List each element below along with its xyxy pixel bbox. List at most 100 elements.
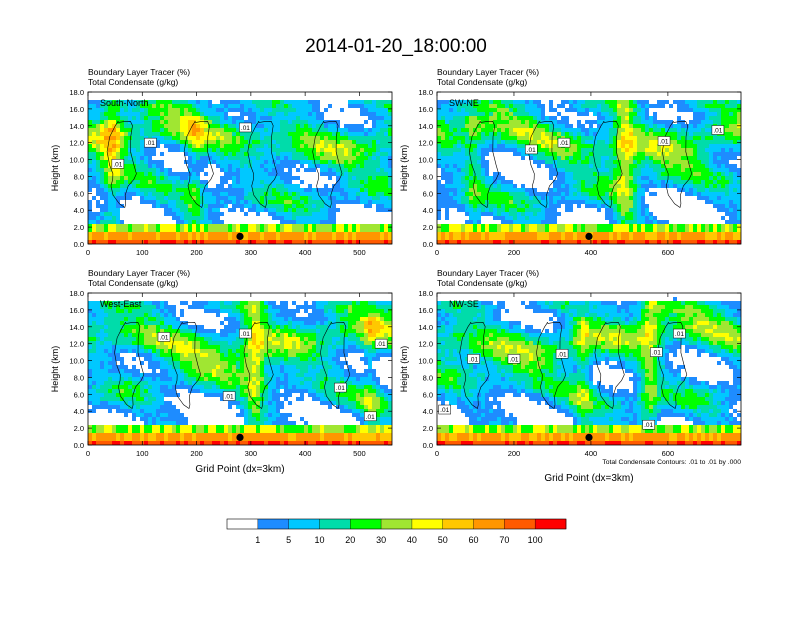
field-cell (260, 236, 264, 240)
field-cell (176, 176, 180, 180)
y-tick-label: 0.0 (74, 240, 84, 249)
field-cell (132, 200, 136, 204)
field-cell (669, 184, 673, 188)
field-cell (545, 120, 549, 124)
field-cell (605, 136, 609, 140)
field-cell (220, 108, 224, 112)
field-cell (124, 120, 128, 124)
field-cell (296, 232, 300, 236)
field-cell (156, 104, 160, 108)
field-cell (561, 180, 565, 184)
field-cell (621, 188, 625, 192)
field-cell (465, 184, 469, 188)
field-cell (296, 196, 300, 200)
field-cell (705, 172, 709, 176)
field-cell (264, 96, 268, 100)
field-cell (328, 140, 332, 144)
field-cell (264, 212, 268, 216)
field-cell (152, 204, 156, 208)
field-cell (276, 192, 280, 196)
field-cell (497, 160, 501, 164)
field-cell (513, 120, 517, 124)
field-cell (589, 140, 593, 144)
field-cell (356, 108, 360, 112)
field-cell (537, 176, 541, 180)
field-cell (717, 192, 721, 196)
field-cell (344, 236, 348, 240)
field-cell (200, 132, 204, 136)
field-cell (252, 204, 256, 208)
field-cell (497, 108, 501, 112)
field-cell (296, 152, 300, 156)
field-cell (216, 200, 220, 204)
field-cell (280, 212, 284, 216)
field-cell (689, 132, 693, 136)
field-cell (284, 148, 288, 152)
field-cell (296, 96, 300, 100)
field-cell (605, 104, 609, 108)
field-cell (717, 184, 721, 188)
field-cell (621, 140, 625, 144)
field-cell (228, 208, 232, 212)
field-cell (312, 116, 316, 120)
field-cell (641, 184, 645, 188)
field-cell (617, 192, 621, 196)
field-cell (489, 176, 493, 180)
field-cell (140, 140, 144, 144)
field-cell (533, 136, 537, 140)
field-cell (252, 120, 256, 124)
field-cell (132, 112, 136, 116)
field-cell (332, 152, 336, 156)
field-cell (272, 208, 276, 212)
field-cell (493, 144, 497, 148)
field-cell (332, 184, 336, 188)
field-cell (164, 184, 168, 188)
field-cell (240, 172, 244, 176)
field-cell (140, 192, 144, 196)
field-cell (673, 100, 677, 104)
field-cell (368, 232, 372, 236)
field-cell (673, 192, 677, 196)
field-cell (725, 124, 729, 128)
field-cell (641, 96, 645, 100)
field-cell (380, 160, 384, 164)
field-cell (513, 108, 517, 112)
field-cell (521, 140, 525, 144)
field-cell (617, 104, 621, 108)
field-cell (545, 124, 549, 128)
field-cell (461, 196, 465, 200)
field-cell (625, 100, 629, 104)
field-cell (461, 176, 465, 180)
field-cell (120, 116, 124, 120)
field-cell (92, 92, 96, 96)
field-cell (356, 132, 360, 136)
field-cell (661, 120, 665, 124)
field-cell (521, 152, 525, 156)
field-cell (140, 152, 144, 156)
field-cell (348, 92, 352, 96)
field-cell (669, 188, 673, 192)
field-cell (625, 132, 629, 136)
field-cell (725, 108, 729, 112)
field-cell (276, 160, 280, 164)
field-cell (100, 116, 104, 120)
field-cell (252, 160, 256, 164)
field-cell (633, 188, 637, 192)
field-cell (633, 92, 637, 96)
field-cell (501, 172, 505, 176)
field-cell (304, 100, 308, 104)
field-cell (160, 104, 164, 108)
field-cell (677, 132, 681, 136)
field-cell (148, 92, 152, 96)
field-cell (88, 148, 92, 152)
field-cell (453, 128, 457, 132)
field-cell (204, 236, 208, 240)
field-cell (172, 92, 176, 96)
field-cell (617, 100, 621, 104)
field-cell (356, 200, 360, 204)
field-cell (324, 108, 328, 112)
field-cell (160, 112, 164, 116)
field-cell (140, 164, 144, 168)
field-cell (92, 148, 96, 152)
field-cell (525, 188, 529, 192)
